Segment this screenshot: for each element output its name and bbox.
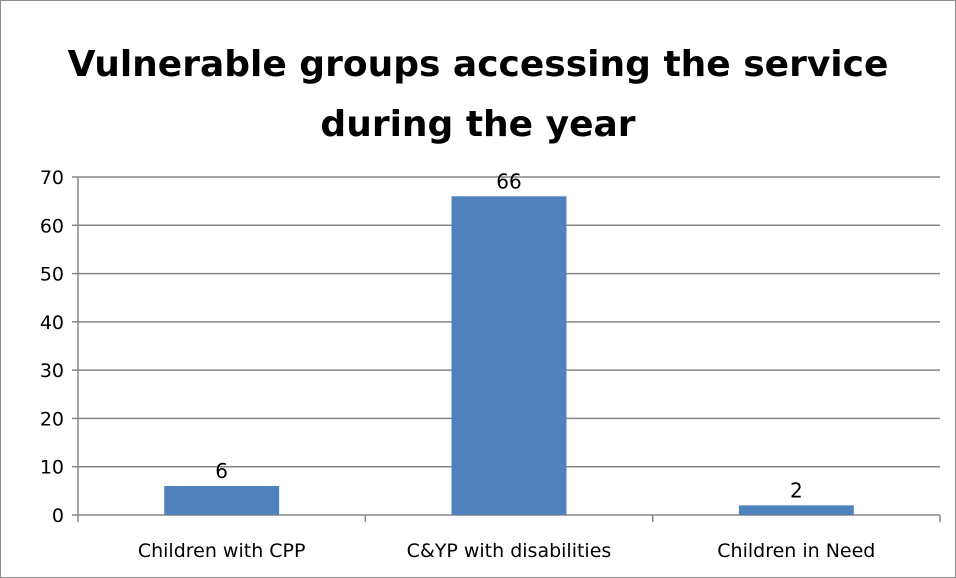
data-label-2: 2 bbox=[790, 478, 803, 502]
category-label-1: C&YP with disabilities bbox=[407, 540, 612, 562]
data-label-1: 66 bbox=[496, 169, 521, 193]
y-tick-label: 30 bbox=[40, 360, 64, 382]
y-tick-label: 50 bbox=[40, 264, 64, 286]
category-label-2: Children in Need bbox=[717, 540, 875, 562]
y-tick-label: 40 bbox=[40, 312, 64, 334]
y-tick-label: 60 bbox=[40, 215, 64, 237]
bar-0 bbox=[164, 486, 280, 515]
y-tick-label: 70 bbox=[40, 167, 64, 189]
chart-title: Vulnerable groups accessing the service … bbox=[67, 44, 889, 145]
y-tick-label: 10 bbox=[40, 457, 64, 479]
category-label-0: Children with CPP bbox=[138, 540, 306, 562]
y-tick-label: 20 bbox=[40, 408, 64, 430]
bar-1 bbox=[451, 196, 567, 516]
bar-2 bbox=[738, 505, 854, 515]
y-tick-label: 0 bbox=[52, 505, 64, 527]
data-label-0: 6 bbox=[215, 459, 228, 483]
